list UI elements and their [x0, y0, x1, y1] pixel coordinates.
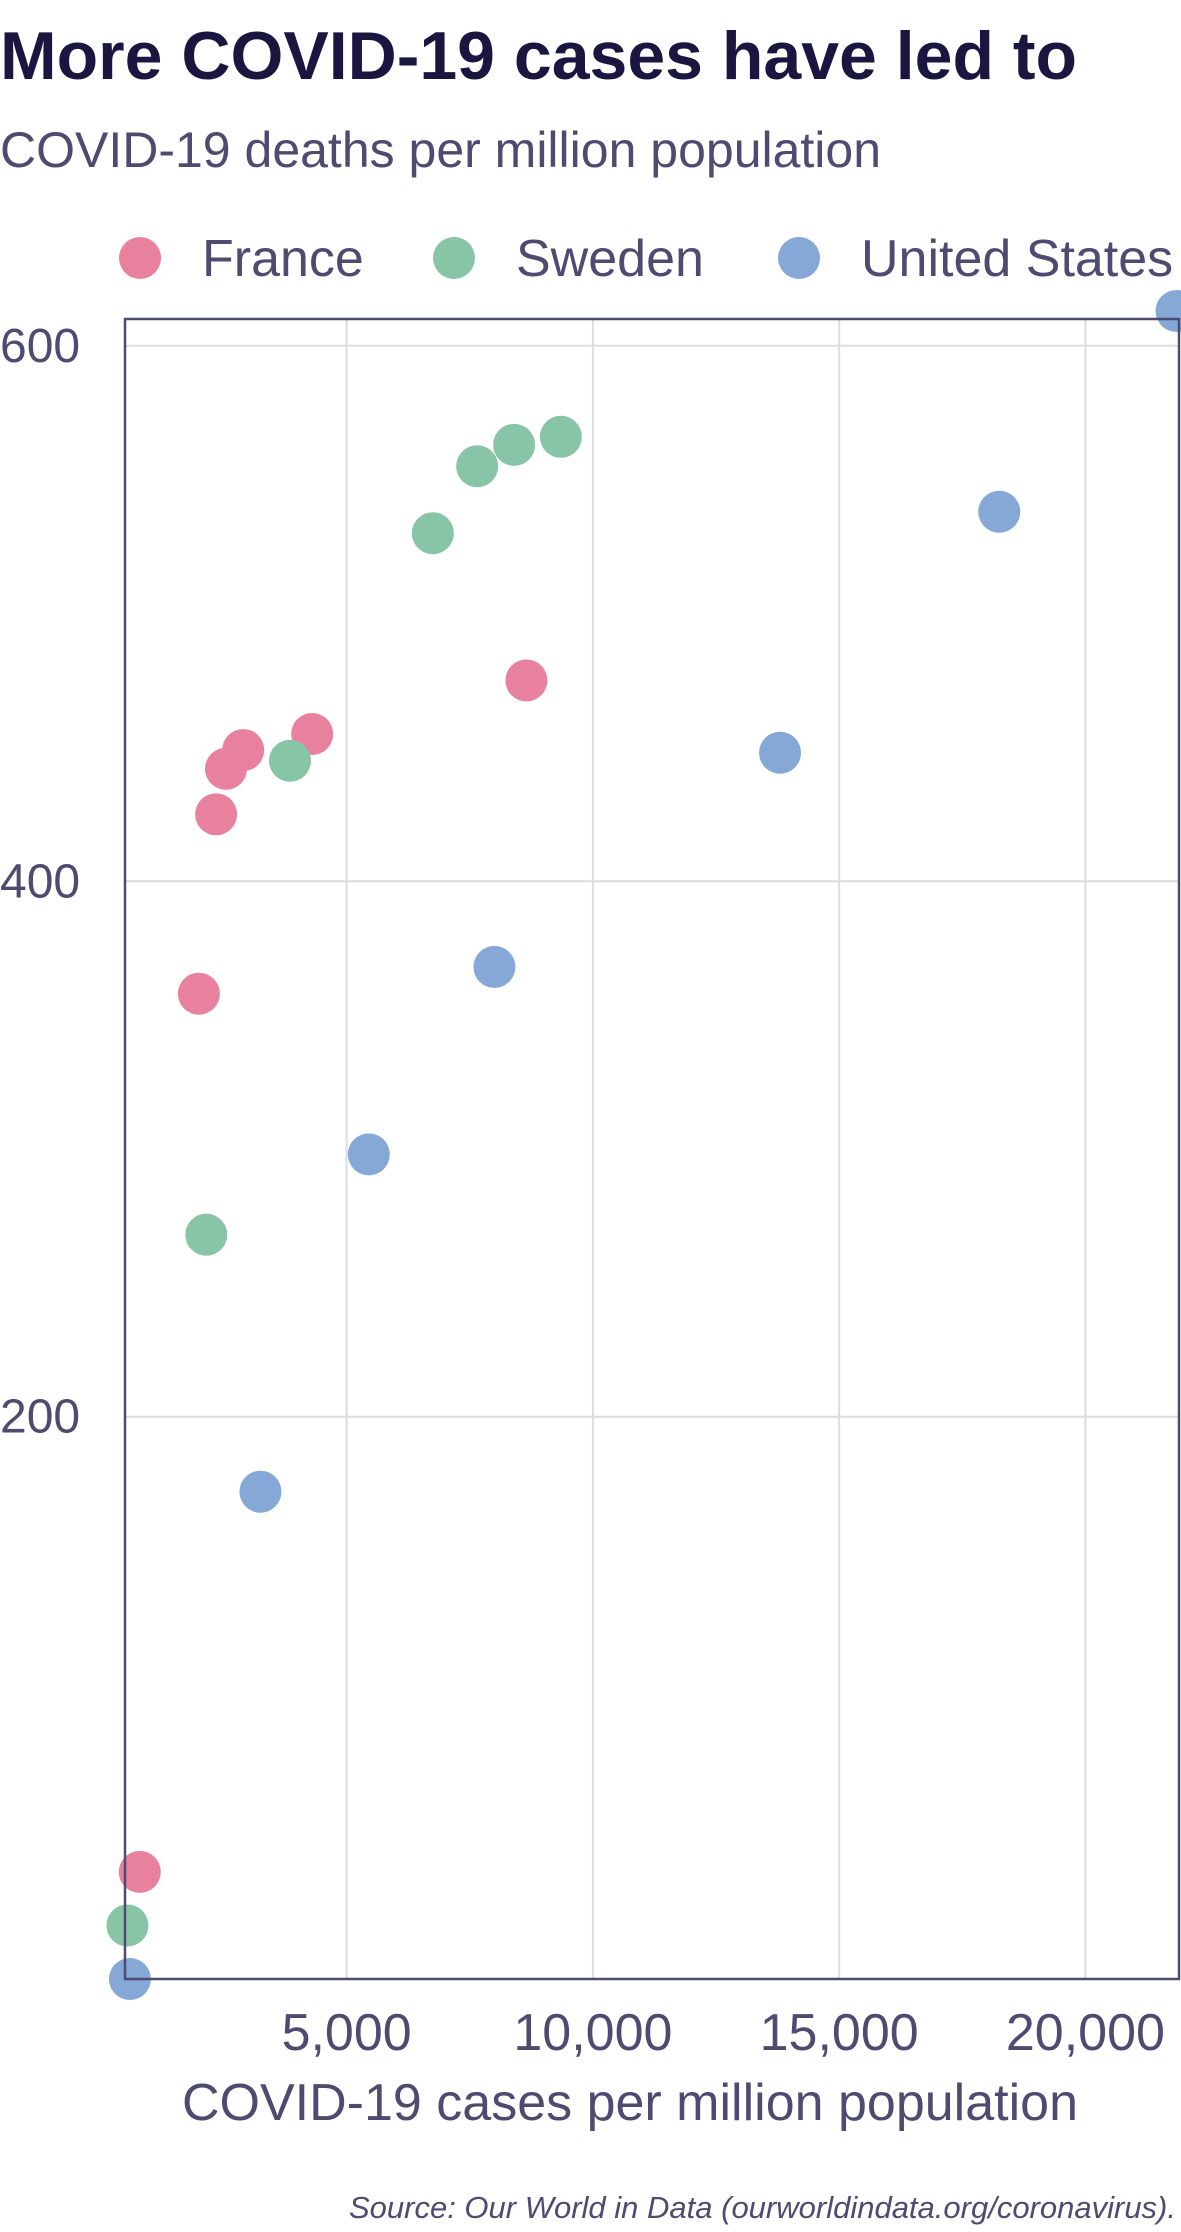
point-united-states	[239, 1470, 282, 1513]
point-sweden	[456, 445, 499, 488]
point-united-states	[978, 490, 1021, 533]
point-sweden	[106, 1904, 149, 1947]
point-sweden	[539, 415, 582, 458]
x-axis-ticks: 5,000 10,000 15,000 20,000	[282, 2004, 1165, 2062]
x-axis-title: COVID-19 cases per million population	[182, 2074, 1078, 2132]
x-tick-label: 20,000	[1006, 2004, 1165, 2062]
point-united-states	[759, 731, 802, 774]
point-france	[195, 793, 238, 836]
point-france	[177, 972, 220, 1015]
point-united-states	[473, 945, 516, 988]
y-tick-label: 200	[0, 1391, 80, 1444]
point-sweden	[493, 423, 536, 466]
x-tick-label: 15,000	[760, 2004, 919, 2062]
point-sweden	[185, 1213, 228, 1256]
legend-marker-united-states	[778, 237, 820, 279]
chart-subtitle: COVID-19 deaths per million population	[0, 122, 881, 178]
x-tick-label: 5,000	[282, 2004, 412, 2062]
legend-marker-sweden	[433, 237, 475, 279]
legend-label-sweden: Sweden	[516, 230, 704, 288]
point-sweden	[268, 739, 311, 782]
legend-label-united-states: United States	[861, 230, 1173, 288]
point-united-states	[1155, 289, 1181, 332]
point-france	[118, 1850, 161, 1893]
chart-title: More COVID-19 cases have led to	[0, 18, 1077, 94]
gridlines	[125, 319, 1179, 1979]
x-tick-label: 10,000	[513, 2004, 672, 2062]
y-axis-ticks: 200 400 600	[0, 320, 80, 1444]
legend-marker-france	[119, 237, 161, 279]
y-tick-label: 600	[0, 320, 80, 373]
data-points	[106, 289, 1181, 2000]
y-tick-label: 400	[0, 855, 80, 908]
legend: France Sweden United States	[119, 230, 1173, 288]
point-france	[222, 729, 265, 772]
point-united-states	[347, 1133, 390, 1176]
point-france	[505, 659, 548, 702]
legend-label-france: France	[202, 230, 364, 288]
point-sweden	[411, 512, 454, 555]
plot-frame	[123, 317, 1181, 1981]
source-note: Source: Our World in Data (ourworldindat…	[349, 2190, 1176, 2225]
